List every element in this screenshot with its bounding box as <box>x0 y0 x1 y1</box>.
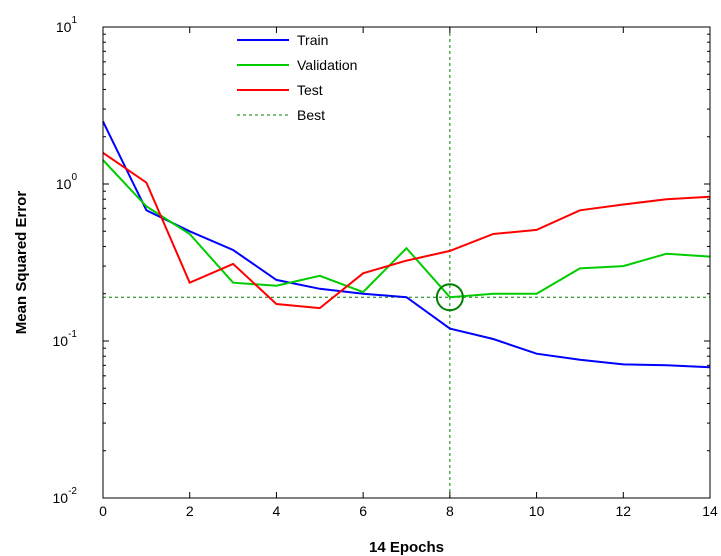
x-axis-label: 14 Epochs <box>369 539 444 556</box>
legend-label: Validation <box>297 57 357 73</box>
y-tick-labels: 10-2 10-1 100 101 <box>53 15 78 506</box>
x-tick-label: 8 <box>446 503 454 519</box>
y-tick-label: 10-2 <box>53 486 78 506</box>
series-line-validation <box>102 159 711 299</box>
legend-label: Best <box>297 107 325 123</box>
legend-item: Best <box>237 107 325 123</box>
tick-marks <box>102 26 711 499</box>
x-tick-label: 12 <box>615 503 631 519</box>
y-axis-label: Mean Squared Error <box>13 191 30 335</box>
legend-label: Train <box>297 32 328 48</box>
x-tick-label: 10 <box>529 503 545 519</box>
best-point-marker <box>435 283 464 312</box>
x-tick-label: 2 <box>186 503 194 519</box>
y-tick-label: 10-1 <box>53 329 78 349</box>
legend-item: Validation <box>237 57 357 73</box>
y-tick-label: 101 <box>56 15 78 35</box>
y-tick-label: 100 <box>56 172 78 192</box>
plot-lines <box>102 27 711 498</box>
x-tick-label: 14 <box>702 503 718 519</box>
legend: Train Validation Test Best <box>237 32 357 123</box>
x-tick-labels: 0 2 4 6 8 10 12 14 <box>99 503 718 519</box>
legend-label: Test <box>297 82 323 98</box>
series-line-test <box>102 151 711 310</box>
legend-item: Test <box>237 82 323 98</box>
x-tick-label: 6 <box>359 503 367 519</box>
axes-box <box>102 26 711 499</box>
series-line-train <box>102 121 711 369</box>
x-tick-label: 0 <box>99 503 107 519</box>
legend-item: Train <box>237 32 328 48</box>
x-tick-label: 4 <box>273 503 281 519</box>
